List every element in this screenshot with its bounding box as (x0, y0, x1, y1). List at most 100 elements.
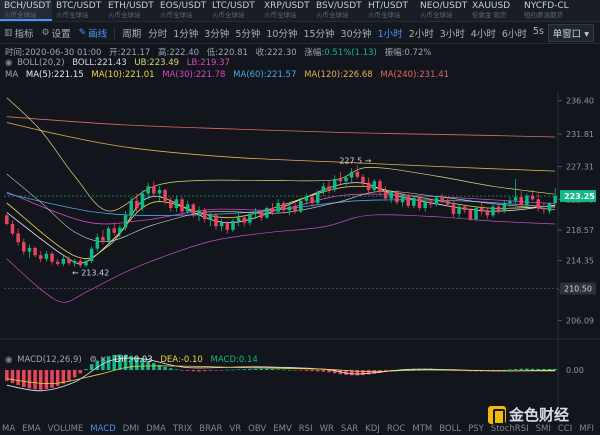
candle-body[interactable] (395, 192, 399, 203)
indicator-option[interactable]: EMV (273, 423, 292, 434)
candle-body[interactable] (423, 201, 427, 209)
candle-body[interactable] (327, 186, 331, 190)
period-option[interactable]: 30分钟 (340, 28, 372, 40)
candle-body[interactable] (50, 253, 54, 262)
indicator-option[interactable]: CCI (557, 423, 573, 434)
candle-body[interactable] (349, 171, 354, 178)
candle-body[interactable] (259, 211, 263, 218)
candle-body[interactable] (536, 199, 540, 209)
indicator-option[interactable]: DMI (122, 423, 140, 434)
candle-body[interactable] (180, 199, 184, 212)
candle-body[interactable] (287, 206, 292, 211)
indicator-option[interactable]: BRAR (199, 423, 223, 434)
window-mode-dropdown[interactable]: 单窗口 ▾ (547, 23, 594, 42)
candle-body[interactable] (242, 217, 247, 223)
symbol-tab[interactable]: BTC/USDT 火币全球站 (52, 0, 104, 21)
candle-body[interactable] (299, 200, 303, 212)
candle-body[interactable] (366, 182, 371, 190)
candle-body[interactable] (389, 192, 393, 199)
candle-body[interactable] (61, 258, 66, 264)
candle-body[interactable] (214, 215, 218, 227)
price-chart[interactable]: 206.09210.33214.35218.57222.79227.31231.… (0, 92, 600, 422)
candle-body[interactable] (265, 208, 269, 218)
candle-body[interactable] (16, 233, 20, 243)
candle-body[interactable] (355, 171, 360, 177)
indicator-option[interactable]: DMA (146, 423, 166, 434)
candle-body[interactable] (248, 213, 252, 223)
candle-body[interactable] (118, 227, 122, 233)
candle-body[interactable] (146, 186, 150, 194)
period-option[interactable]: 2小时 (408, 28, 434, 40)
candle-body[interactable] (236, 217, 241, 222)
symbol-tab[interactable]: ETH/USDT 火币全球站 (104, 0, 156, 21)
candle-body[interactable] (55, 261, 60, 264)
candle-body[interactable] (553, 196, 557, 203)
indicator-option[interactable]: ROC (386, 423, 406, 434)
indicator-option[interactable]: TRIX (172, 423, 193, 434)
eye-icon[interactable]: ◉ (5, 58, 13, 68)
indicator-option[interactable]: BOLL (439, 423, 462, 434)
candle-body[interactable] (304, 197, 309, 201)
candle-body[interactable] (84, 260, 88, 266)
candle-body[interactable] (446, 200, 450, 205)
indicator-option[interactable]: SMI (535, 423, 551, 434)
candle-body[interactable] (129, 200, 133, 216)
indicator-option[interactable]: OBV (248, 423, 267, 434)
candle-body[interactable] (106, 228, 111, 241)
indicator-option[interactable]: EMA (22, 423, 41, 434)
indicator-option[interactable]: VOLUME (47, 423, 84, 434)
candle-body[interactable] (191, 204, 196, 214)
candle-body[interactable] (310, 197, 314, 203)
candle-body[interactable] (457, 206, 461, 214)
candle-body[interactable] (429, 201, 433, 205)
candle-body[interactable] (530, 195, 535, 200)
candle-body[interactable] (502, 202, 507, 211)
symbol-tab[interactable]: EOS/USDT 火币全球站 (156, 0, 208, 21)
candle-body[interactable] (72, 260, 77, 264)
candle-body[interactable] (22, 242, 26, 252)
period-option[interactable]: 3分钟 (204, 28, 230, 40)
indicator-option[interactable]: PSY (468, 423, 484, 434)
macd-settings-icon[interactable]: ⚙ ✕ (89, 355, 107, 365)
indicator-option[interactable]: RSI (298, 423, 313, 434)
candle-body[interactable] (140, 193, 145, 209)
indicator-option[interactable]: MTM (412, 423, 433, 434)
candle-body[interactable] (231, 221, 235, 230)
candle-body[interactable] (157, 189, 162, 194)
candle-body[interactable] (225, 222, 230, 230)
period-option[interactable]: 5s (532, 25, 544, 37)
candle-body[interactable] (253, 211, 258, 214)
candle-body[interactable] (197, 210, 201, 214)
symbol-tab[interactable]: NEO/USDT 火币全球站 (416, 0, 468, 21)
period-option[interactable]: 4小时 (470, 28, 496, 40)
settings-button[interactable]: ⚙ 设置 (41, 27, 71, 40)
candle-body[interactable] (406, 195, 410, 206)
period-option[interactable]: 10分钟 (266, 28, 298, 40)
candle-body[interactable] (344, 177, 348, 182)
candle-body[interactable] (282, 202, 286, 211)
candle-body[interactable] (496, 206, 501, 211)
chart-canvas[interactable]: 206.09210.33214.35218.57222.79227.31231.… (0, 92, 600, 422)
candle-body[interactable] (208, 215, 213, 219)
candle-body[interactable] (491, 206, 495, 216)
candle-body[interactable] (5, 215, 9, 225)
candle-body[interactable] (332, 179, 337, 190)
candle-body[interactable] (276, 202, 280, 212)
candle-body[interactable] (383, 192, 388, 199)
candle-body[interactable] (293, 206, 297, 212)
candle-body[interactable] (451, 204, 456, 214)
candle-body[interactable] (67, 258, 71, 264)
candle-body[interactable] (38, 255, 43, 259)
candle-body[interactable] (33, 247, 37, 256)
candle-body[interactable] (508, 200, 512, 203)
period-option[interactable]: 3小时 (439, 28, 465, 40)
candle-body[interactable] (338, 179, 343, 182)
candle-body[interactable] (112, 228, 116, 233)
candle-body[interactable] (519, 197, 524, 206)
candle-body[interactable] (152, 186, 156, 194)
candle-body[interactable] (372, 181, 377, 190)
candle-body[interactable] (485, 211, 490, 216)
symbol-tab[interactable]: XRP/USDT 火币全球站 (260, 0, 312, 21)
indicator-option[interactable]: SAR (340, 423, 359, 434)
period-option[interactable]: 1分钟 (173, 28, 199, 40)
